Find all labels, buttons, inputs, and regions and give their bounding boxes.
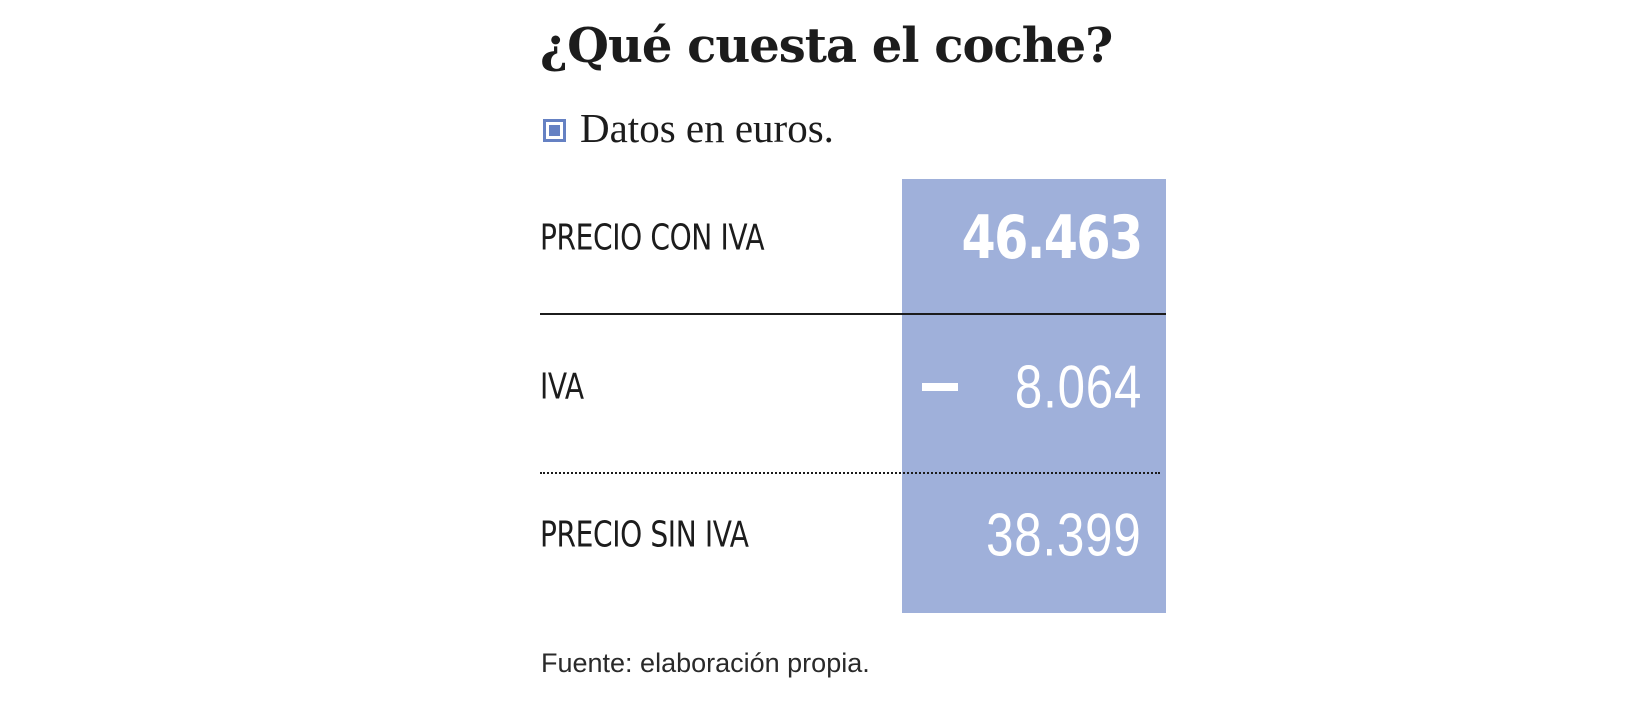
row-value: 8.064 [1014,353,1142,421]
dotted-divider [540,472,1160,474]
chart-subtitle: Datos en euros. [543,104,834,152]
row-precio-con-iva: PRECIO CON IVA 46.463 [540,198,1166,278]
row-precio-sin-iva: PRECIO SIN IVA 38.399 [540,495,1166,575]
minus-icon [922,383,958,391]
chart-title: ¿Qué cuesta el coche? [540,18,1113,74]
row-label: PRECIO CON IVA [540,217,765,259]
row-iva: IVA 8.064 [540,347,1166,427]
solid-divider [540,313,1166,315]
price-table: PRECIO CON IVA 46.463 IVA 8.064 PRECIO S… [540,179,1166,613]
value-column-background [902,179,1166,613]
subtitle-text: Datos en euros. [580,105,834,151]
source-note: Fuente: elaboración propia. [541,648,870,678]
row-value: 38.399 [986,501,1142,569]
row-label: PRECIO SIN IVA [540,514,749,556]
row-value: 46.463 [961,203,1144,273]
square-legend-icon [543,118,566,142]
row-label: IVA [540,366,584,408]
